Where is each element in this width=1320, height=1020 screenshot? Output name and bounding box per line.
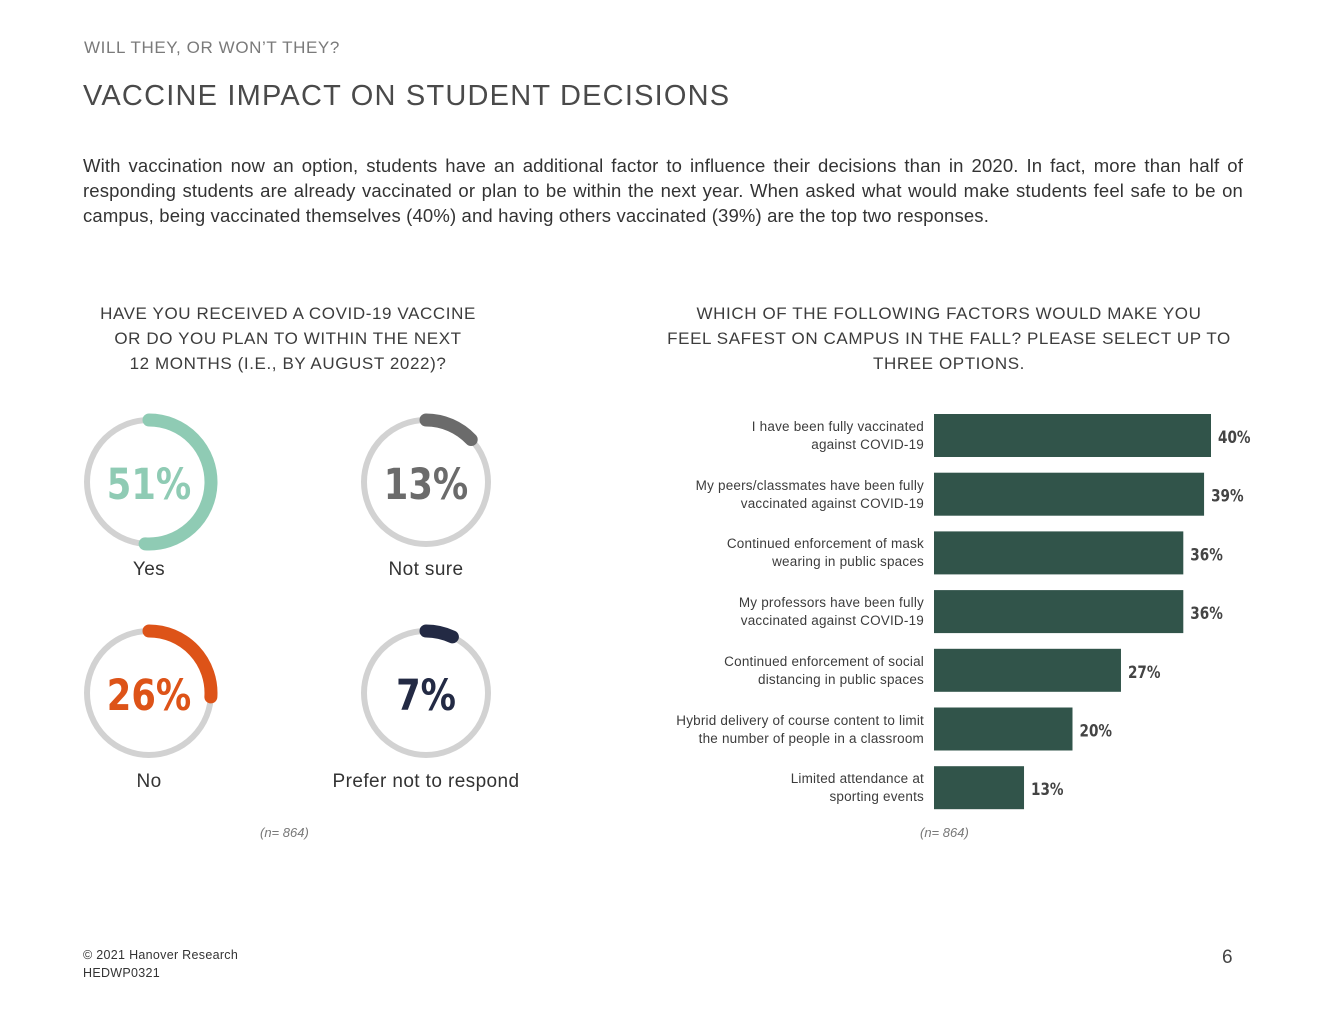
bar-value-label: 27% xyxy=(1128,662,1161,682)
bar-category-label: Hybrid delivery of course content to lim… xyxy=(624,712,924,748)
bar-category-label-line: My peers/classmates have been fully xyxy=(695,477,924,493)
bar xyxy=(934,414,1211,457)
vaccine-donut-charts: 51% 13% 26% 7% xyxy=(84,413,491,758)
donut-arc-not-sure xyxy=(419,413,478,447)
bar-category-label-line: Continued enforcement of social xyxy=(724,653,924,669)
vaccine-question-line: 12 MONTHS (I.E., BY AUGUST 2022)? xyxy=(129,354,447,373)
bar-category-label-line: My professors have been fully xyxy=(738,595,924,611)
bar xyxy=(934,648,1121,692)
bar-category-label: Continued enforcement of mask wearing in … xyxy=(624,535,924,571)
donut-value-label: 7% xyxy=(396,672,456,721)
bar-category-label: Limited attendance at sporting events xyxy=(624,770,924,806)
safety-question-line: WHICH OF THE FOLLOWING FACTORS WOULD MAK… xyxy=(696,304,1202,323)
bar-value-label: 20% xyxy=(1080,721,1113,741)
bar-category-label-line: distancing in public spaces xyxy=(758,671,924,687)
bar xyxy=(934,531,1184,575)
donut-category-label: Not sure xyxy=(388,559,464,580)
donut-value-label: 51% xyxy=(107,461,191,510)
bar-category-label-line: sporting events xyxy=(829,789,924,805)
bar-category-label-line: I have been fully vaccinated xyxy=(751,419,924,434)
bar xyxy=(934,766,1025,810)
bar-category-label-line: Continued enforcement of mask xyxy=(726,536,924,552)
safety-question-line: THREE OPTIONS. xyxy=(873,354,1025,373)
bar-value-label: 40% xyxy=(1218,428,1251,448)
bar-category-label-line: Limited attendance at xyxy=(790,771,924,787)
donut-arc-prefer-not-to-respond xyxy=(419,624,459,644)
vaccine-question-title: HAVE YOU RECEIVED A COVID-19 VACCINE OR … xyxy=(82,301,494,376)
donut-category-label: Prefer not to respond xyxy=(332,771,520,792)
vaccine-question-line: HAVE YOU RECEIVED A COVID-19 VACCINE xyxy=(100,304,476,323)
bar-value-label: 36% xyxy=(1190,545,1223,565)
bar-category-label-line: vaccinated against COVID-19 xyxy=(740,613,924,629)
safety-factors-bar-chart: 40% 39% 36% 36% 27% 20% 13% xyxy=(934,414,1251,810)
bar xyxy=(934,590,1184,634)
bar-category-label-line: Hybrid delivery of course content to lim… xyxy=(676,712,924,728)
intro-paragraph: With vaccination now an option, students… xyxy=(83,155,1243,226)
bar-category-label: My professors have been fully vaccinated … xyxy=(624,594,924,630)
vaccine-sample-size-note: (n= 864) xyxy=(260,825,309,840)
page-number: 6 xyxy=(1222,947,1233,968)
bar-category-label-line: vaccinated against COVID-19 xyxy=(740,495,924,511)
bar xyxy=(934,707,1073,751)
donut-value-label: 13% xyxy=(384,461,468,510)
donut-value-label: 26% xyxy=(107,672,191,721)
safety-sample-size-note: (n= 864) xyxy=(920,825,969,840)
vaccine-question-line: OR DO YOU PLAN TO WITHIN THE NEXT xyxy=(114,329,462,348)
bar-value-label: 13% xyxy=(1031,780,1064,800)
page-title: VACCINE IMPACT ON STUDENT DECISIONS xyxy=(83,80,731,112)
safety-question-title: WHICH OF THE FOLLOWING FACTORS WOULD MAK… xyxy=(660,301,1238,376)
donut-category-label: Yes xyxy=(132,559,166,580)
bar xyxy=(934,472,1205,516)
copyright-text: © 2021 Hanover Research xyxy=(83,948,239,962)
document-code: HEDWP0321 xyxy=(83,966,161,980)
donut-category-label: No xyxy=(136,771,162,792)
donut-arc-no xyxy=(142,624,218,704)
bar-value-label: 36% xyxy=(1190,604,1223,624)
bar-category-label: Continued enforcement of social distancin… xyxy=(624,653,924,689)
safety-question-line: FEEL SAFEST ON CAMPUS IN THE FALL? PLEAS… xyxy=(667,329,1231,348)
section-kicker: WILL THEY, OR WON’T THEY? xyxy=(84,38,340,57)
bar-category-label-line: against COVID-19 xyxy=(811,437,924,452)
bar-category-label: My peers/classmates have been fully vacci… xyxy=(624,477,924,513)
bar-category-label: I have been fully vaccinated against COVI… xyxy=(624,418,924,454)
bar-category-label-line: the number of people in a classroom xyxy=(698,730,924,746)
bar-category-label-line: wearing in public spaces xyxy=(772,554,924,570)
bar-value-label: 39% xyxy=(1211,486,1244,506)
donut-arc-yes xyxy=(138,413,218,551)
footer: © 2021 Hanover Research HEDWP0321 xyxy=(83,946,238,982)
